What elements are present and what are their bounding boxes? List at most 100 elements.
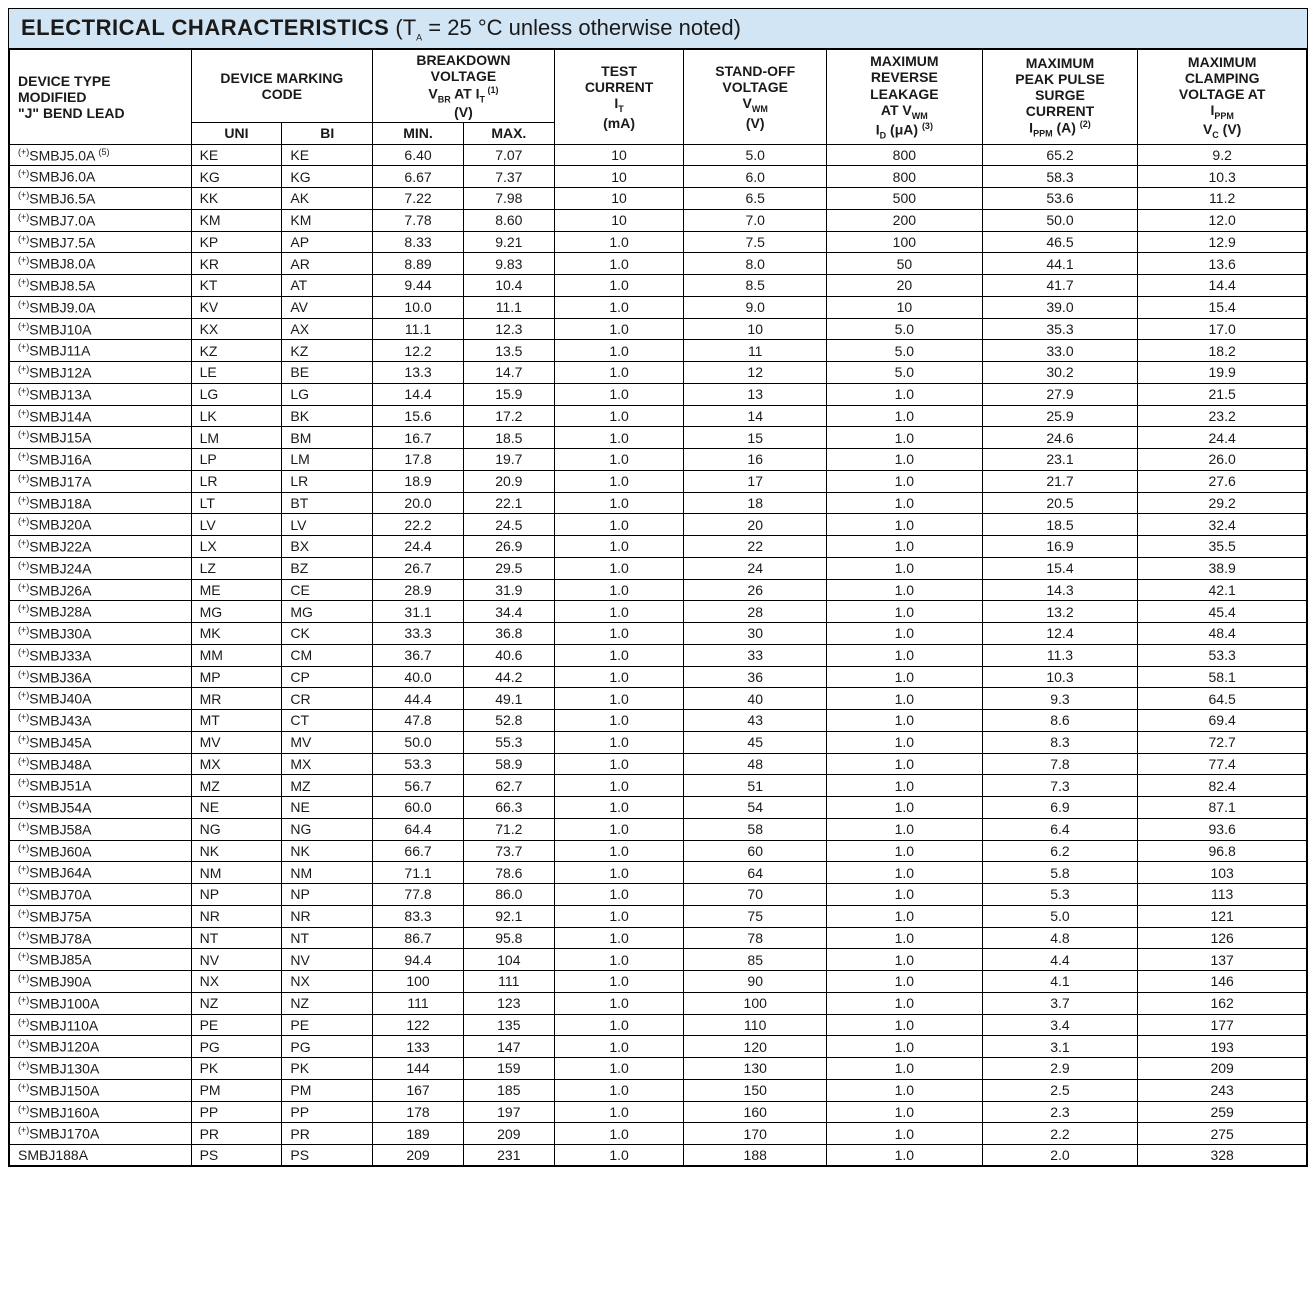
cell-part-number: (+)SMBJ24A bbox=[10, 557, 192, 579]
table-row: (+)SMBJ24ALZBZ26.729.51.0241.015.438.9 bbox=[10, 557, 1307, 579]
cell-part-number: (+)SMBJ14A bbox=[10, 405, 192, 427]
cell-bi: LR bbox=[282, 470, 373, 492]
cell-bi: KE bbox=[282, 144, 373, 166]
cell-ippm: 20.5 bbox=[982, 492, 1138, 514]
cell-part-number: (+)SMBJ28A bbox=[10, 601, 192, 623]
cell-bi: AX bbox=[282, 318, 373, 340]
table-row: (+)SMBJ75ANRNR83.392.11.0751.05.0121 bbox=[10, 905, 1307, 927]
cell-vc: 121 bbox=[1138, 905, 1307, 927]
cell-ippm: 50.0 bbox=[982, 209, 1138, 231]
cell-vc: 26.0 bbox=[1138, 449, 1307, 471]
table-body: (+)SMBJ5.0A (5)KEKE6.407.07105.080065.29… bbox=[10, 144, 1307, 1166]
cell-bi: PP bbox=[282, 1101, 373, 1123]
cell-min: 100 bbox=[373, 971, 464, 993]
cell-vwm: 17 bbox=[684, 470, 827, 492]
cell-min: 56.7 bbox=[373, 775, 464, 797]
cell-it: 1.0 bbox=[554, 231, 684, 253]
cell-max: 26.9 bbox=[463, 536, 554, 558]
cell-it: 1.0 bbox=[554, 1123, 684, 1145]
cell-vwm: 7.5 bbox=[684, 231, 827, 253]
cell-min: 47.8 bbox=[373, 710, 464, 732]
cell-max: 15.9 bbox=[463, 383, 554, 405]
cell-vwm: 36 bbox=[684, 666, 827, 688]
cell-ippm: 7.8 bbox=[982, 753, 1138, 775]
cell-vwm: 100 bbox=[684, 992, 827, 1014]
cell-bi: NV bbox=[282, 949, 373, 971]
cell-vc: 12.0 bbox=[1138, 209, 1307, 231]
cell-ippm: 6.4 bbox=[982, 818, 1138, 840]
cell-uni: PM bbox=[191, 1079, 282, 1101]
cell-vc: 126 bbox=[1138, 927, 1307, 949]
cell-part-number: (+)SMBJ120A bbox=[10, 1036, 192, 1058]
cell-ippm: 14.3 bbox=[982, 579, 1138, 601]
cell-id: 1.0 bbox=[827, 862, 983, 884]
table-row: (+)SMBJ6.5AKKAK7.227.98106.550053.611.2 bbox=[10, 188, 1307, 210]
cell-part-number: (+)SMBJ8.0A bbox=[10, 253, 192, 275]
cell-vwm: 78 bbox=[684, 927, 827, 949]
cell-uni: MP bbox=[191, 666, 282, 688]
cell-part-number: (+)SMBJ160A bbox=[10, 1101, 192, 1123]
cell-id: 1.0 bbox=[827, 644, 983, 666]
cell-id: 1.0 bbox=[827, 1101, 983, 1123]
cell-id: 1.0 bbox=[827, 905, 983, 927]
table-row: (+)SMBJ7.0AKMKM7.788.60107.020050.012.0 bbox=[10, 209, 1307, 231]
cell-min: 12.2 bbox=[373, 340, 464, 362]
cell-vwm: 130 bbox=[684, 1058, 827, 1080]
table-row: (+)SMBJ22ALXBX24.426.91.0221.016.935.5 bbox=[10, 536, 1307, 558]
cell-it: 1.0 bbox=[554, 1101, 684, 1123]
cell-uni: KP bbox=[191, 231, 282, 253]
cell-max: 14.7 bbox=[463, 362, 554, 384]
cell-uni: MT bbox=[191, 710, 282, 732]
cell-uni: KV bbox=[191, 296, 282, 318]
table-row: (+)SMBJ60ANKNK66.773.71.0601.06.296.8 bbox=[10, 840, 1307, 862]
cell-max: 34.4 bbox=[463, 601, 554, 623]
cell-uni: PR bbox=[191, 1123, 282, 1145]
cell-part-number: (+)SMBJ54A bbox=[10, 797, 192, 819]
cell-max: 7.37 bbox=[463, 166, 554, 188]
cell-ippm: 41.7 bbox=[982, 275, 1138, 297]
cell-it: 10 bbox=[554, 188, 684, 210]
cell-vwm: 60 bbox=[684, 840, 827, 862]
cell-it: 1.0 bbox=[554, 884, 684, 906]
cell-uni: NV bbox=[191, 949, 282, 971]
cell-max: 62.7 bbox=[463, 775, 554, 797]
cell-it: 1.0 bbox=[554, 1145, 684, 1166]
cell-min: 24.4 bbox=[373, 536, 464, 558]
cell-min: 64.4 bbox=[373, 818, 464, 840]
cell-part-number: (+)SMBJ17A bbox=[10, 470, 192, 492]
cell-max: 22.1 bbox=[463, 492, 554, 514]
cell-uni: NM bbox=[191, 862, 282, 884]
cell-part-number: (+)SMBJ10A bbox=[10, 318, 192, 340]
cell-part-number: (+)SMBJ43A bbox=[10, 710, 192, 732]
cell-bi: PS bbox=[282, 1145, 373, 1166]
table-row: (+)SMBJ58ANGNG64.471.21.0581.06.493.6 bbox=[10, 818, 1307, 840]
col-min: MIN. bbox=[373, 123, 464, 144]
cell-id: 1.0 bbox=[827, 949, 983, 971]
cell-part-number: (+)SMBJ33A bbox=[10, 644, 192, 666]
cell-id: 1.0 bbox=[827, 688, 983, 710]
col-bi: BI bbox=[282, 123, 373, 144]
cell-vwm: 20 bbox=[684, 514, 827, 536]
cell-vwm: 48 bbox=[684, 753, 827, 775]
cell-part-number: (+)SMBJ13A bbox=[10, 383, 192, 405]
table-row: (+)SMBJ5.0A (5)KEKE6.407.07105.080065.29… bbox=[10, 144, 1307, 166]
table-row: (+)SMBJ8.0AKRAR8.899.831.08.05044.113.6 bbox=[10, 253, 1307, 275]
cell-part-number: (+)SMBJ90A bbox=[10, 971, 192, 993]
cell-it: 1.0 bbox=[554, 601, 684, 623]
cell-part-number: (+)SMBJ110A bbox=[10, 1014, 192, 1036]
cell-part-number: (+)SMBJ5.0A (5) bbox=[10, 144, 192, 166]
cell-vc: 243 bbox=[1138, 1079, 1307, 1101]
cell-bi: LG bbox=[282, 383, 373, 405]
cell-max: 73.7 bbox=[463, 840, 554, 862]
cell-bi: PM bbox=[282, 1079, 373, 1101]
cell-uni: NX bbox=[191, 971, 282, 993]
cell-id: 1.0 bbox=[827, 470, 983, 492]
cell-min: 53.3 bbox=[373, 753, 464, 775]
cell-uni: MX bbox=[191, 753, 282, 775]
cell-ippm: 46.5 bbox=[982, 231, 1138, 253]
table-row: (+)SMBJ85ANVNV94.41041.0851.04.4137 bbox=[10, 949, 1307, 971]
cell-vwm: 22 bbox=[684, 536, 827, 558]
cell-vc: 177 bbox=[1138, 1014, 1307, 1036]
cell-max: 40.6 bbox=[463, 644, 554, 666]
cell-uni: NP bbox=[191, 884, 282, 906]
